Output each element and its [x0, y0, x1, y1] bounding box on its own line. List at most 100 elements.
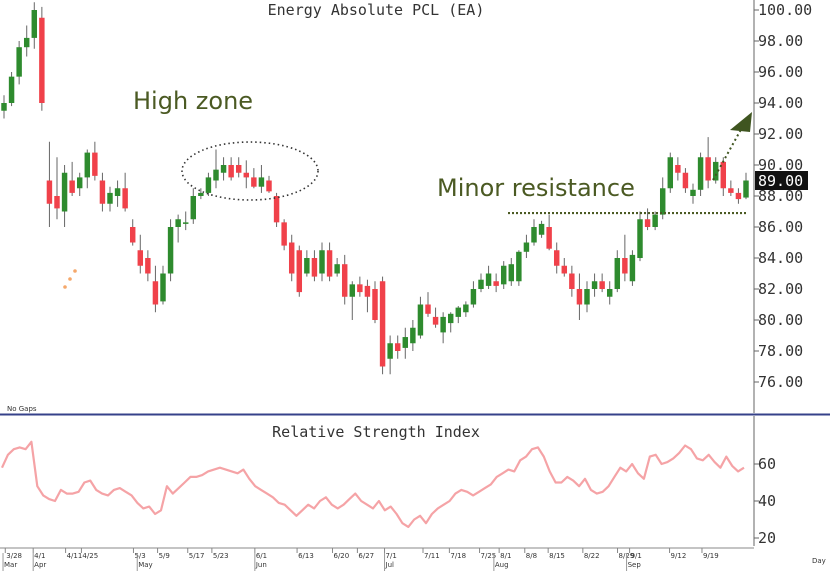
candle [531, 219, 537, 246]
date-label: 7/1 [386, 552, 397, 560]
candle-body-down [235, 165, 242, 173]
candle [16, 41, 22, 85]
candle-body-up [160, 273, 166, 302]
candle [122, 172, 128, 212]
candle [243, 160, 250, 189]
candle [288, 234, 295, 282]
candle-body-up [667, 157, 674, 189]
candle-body-up [743, 180, 749, 198]
date-axis: 3/28 4/1 4/11 4/25 5/3 5/9 5/17 5/23 6/1 6/13 6/20… [0, 547, 826, 571]
candle-body-down [243, 172, 250, 178]
candle-body-up [523, 242, 530, 252]
candle-body-down [599, 281, 605, 289]
candle-body-up [629, 254, 636, 282]
candle [334, 258, 340, 277]
candle-body-up [659, 188, 666, 215]
candle-body-down [273, 196, 280, 223]
candle-body-up [637, 219, 643, 258]
date-label: 4/11 [67, 552, 83, 560]
candle [258, 165, 265, 193]
candle [326, 242, 333, 282]
candle-body-down [622, 258, 628, 274]
rsi-y-axis: 60 40 20 [754, 455, 776, 547]
candle-body-down [675, 165, 681, 173]
date-label: 7/11 [424, 552, 440, 560]
candle-body-down [228, 165, 234, 178]
candle [387, 335, 393, 375]
candle [697, 152, 704, 196]
candle-body-up [440, 316, 446, 333]
candle [160, 265, 166, 305]
candle [190, 188, 197, 224]
candle [584, 281, 590, 313]
month-label: Jul [385, 561, 395, 569]
candle [266, 175, 272, 193]
candle [54, 157, 60, 220]
month-label: May [138, 561, 152, 569]
date-label: 5/23 [213, 552, 229, 560]
candle [485, 265, 492, 289]
breakout-arrow-shaft [712, 123, 745, 181]
date-label: 5/17 [189, 552, 205, 560]
candle-body-up [606, 289, 613, 297]
candle-body-up [531, 227, 537, 243]
price-tick-label: 84.00 [758, 249, 803, 267]
candle-body-up [690, 189, 696, 196]
candle [357, 276, 363, 297]
candle-body-up [61, 172, 68, 212]
candle-body-up [463, 304, 469, 313]
rsi-line [0, 440, 745, 529]
candle [553, 242, 560, 274]
candle-body-up [258, 177, 265, 187]
candle-body-up [349, 284, 356, 297]
candle [8, 72, 15, 107]
candle [455, 306, 462, 324]
candle [440, 312, 446, 344]
candle-body-down [99, 180, 106, 204]
candle-body-down [152, 281, 159, 305]
candle [61, 165, 68, 227]
candle [561, 258, 568, 277]
candle [538, 220, 545, 238]
orange-dot [68, 277, 72, 281]
date-label: 8/8 [526, 552, 537, 560]
candle [76, 172, 83, 196]
candle-body-down [705, 157, 711, 181]
candle-body-down [266, 180, 272, 192]
date-label: 9/19 [703, 552, 719, 560]
candle-body-down [644, 219, 651, 227]
month-label: Aug [495, 561, 509, 569]
candle [606, 281, 613, 305]
candle-body-down [561, 265, 568, 274]
candle-body-down [69, 180, 75, 193]
date-label: 8/22 [584, 552, 600, 560]
candle [712, 157, 719, 184]
candle-body-up [8, 76, 15, 103]
candle-body-up [1, 103, 7, 111]
candle [273, 192, 280, 227]
candle-body-up [23, 37, 30, 48]
candle [167, 219, 174, 282]
candle-body-down [281, 222, 287, 246]
candle-body-up [712, 161, 719, 181]
date-label: 5/3 [134, 552, 145, 560]
candle [720, 157, 727, 196]
price-tick-label: 76.00 [758, 373, 803, 391]
candle-body-down [379, 281, 386, 367]
candle-body-down [251, 177, 257, 187]
candle-body-down [341, 264, 348, 297]
date-label: 3/28 [6, 552, 22, 560]
candle [591, 273, 598, 297]
high-zone-label: High zone [133, 87, 253, 115]
candle [508, 258, 515, 286]
candle [379, 276, 386, 375]
candle [281, 219, 287, 251]
candle-body-up [591, 281, 598, 289]
candle-body-down [364, 285, 371, 297]
price-annotations: High zone Minor resistance [63, 87, 752, 289]
candle [463, 301, 469, 317]
rsi-tick-label: 60 [758, 455, 776, 473]
candle [137, 234, 144, 274]
candle [576, 273, 583, 320]
candle-body-down [546, 227, 552, 249]
